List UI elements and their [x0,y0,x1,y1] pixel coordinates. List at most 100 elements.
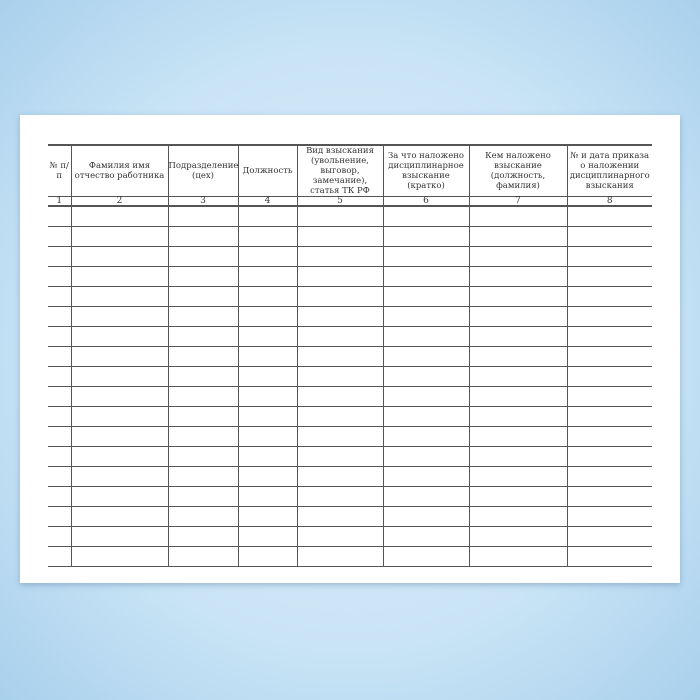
table-cell[interactable] [167,546,239,567]
table-cell[interactable] [237,426,298,447]
table-cell[interactable] [468,546,568,567]
table-cell[interactable] [468,205,568,227]
table-cell[interactable] [167,366,239,387]
table-cell[interactable] [382,226,470,247]
table-cell[interactable] [566,346,652,367]
table-cell[interactable] [468,326,568,347]
table-cell[interactable] [468,486,568,507]
table-cell[interactable] [48,366,72,387]
table-cell[interactable] [382,426,470,447]
table-cell[interactable] [48,246,72,267]
table-cell[interactable] [382,526,470,547]
table-cell[interactable] [48,226,72,247]
table-cell[interactable] [296,426,384,447]
table-cell[interactable] [566,205,652,227]
table-cell[interactable] [296,506,384,527]
table-cell[interactable] [468,426,568,447]
table-cell[interactable] [167,226,239,247]
table-cell[interactable] [167,246,239,267]
table-cell[interactable] [468,346,568,367]
table-cell[interactable] [566,546,652,567]
table-cell[interactable] [167,486,239,507]
table-cell[interactable] [382,366,470,387]
table-cell[interactable] [237,226,298,247]
table-cell[interactable] [382,386,470,407]
table-cell[interactable] [382,346,470,367]
table-cell[interactable] [48,346,72,367]
table-cell[interactable] [296,526,384,547]
table-cell[interactable] [70,205,169,227]
table-cell[interactable] [70,486,169,507]
table-cell[interactable] [566,406,652,427]
table-cell[interactable] [70,346,169,367]
table-cell[interactable] [296,246,384,267]
table-cell[interactable] [468,266,568,287]
table-cell[interactable] [237,486,298,507]
table-cell[interactable] [167,266,239,287]
table-cell[interactable] [382,506,470,527]
table-cell[interactable] [48,446,72,467]
table-cell[interactable] [566,446,652,467]
table-cell[interactable] [296,266,384,287]
table-cell[interactable] [566,266,652,287]
table-cell[interactable] [167,446,239,467]
table-cell[interactable] [70,386,169,407]
table-cell[interactable] [382,326,470,347]
table-cell[interactable] [237,466,298,487]
table-cell[interactable] [237,546,298,567]
table-cell[interactable] [70,266,169,287]
table-cell[interactable] [48,266,72,287]
table-cell[interactable] [48,386,72,407]
table-cell[interactable] [237,266,298,287]
table-cell[interactable] [70,306,169,327]
table-cell[interactable] [70,446,169,467]
table-cell[interactable] [237,246,298,267]
table-cell[interactable] [468,286,568,307]
table-cell[interactable] [70,506,169,527]
table-cell[interactable] [296,326,384,347]
table-cell[interactable] [70,246,169,267]
table-cell[interactable] [382,466,470,487]
table-cell[interactable] [566,306,652,327]
table-cell[interactable] [48,205,72,227]
table-cell[interactable] [48,326,72,347]
table-cell[interactable] [566,506,652,527]
table-cell[interactable] [167,406,239,427]
table-cell[interactable] [382,486,470,507]
table-cell[interactable] [48,486,72,507]
table-cell[interactable] [237,346,298,367]
table-cell[interactable] [70,426,169,447]
table-cell[interactable] [167,205,239,227]
table-cell[interactable] [382,205,470,227]
table-cell[interactable] [296,366,384,387]
table-cell[interactable] [566,226,652,247]
table-cell[interactable] [382,246,470,267]
table-cell[interactable] [70,546,169,567]
table-cell[interactable] [468,386,568,407]
table-cell[interactable] [237,326,298,347]
table-cell[interactable] [566,466,652,487]
table-cell[interactable] [566,386,652,407]
table-cell[interactable] [296,546,384,567]
table-cell[interactable] [566,366,652,387]
table-cell[interactable] [237,526,298,547]
table-cell[interactable] [296,386,384,407]
table-cell[interactable] [70,366,169,387]
table-cell[interactable] [296,346,384,367]
table-cell[interactable] [237,366,298,387]
table-cell[interactable] [382,266,470,287]
table-cell[interactable] [566,286,652,307]
table-cell[interactable] [296,205,384,227]
table-cell[interactable] [566,246,652,267]
table-cell[interactable] [237,406,298,427]
table-cell[interactable] [468,226,568,247]
table-cell[interactable] [296,286,384,307]
table-cell[interactable] [468,506,568,527]
table-cell[interactable] [468,306,568,327]
table-cell[interactable] [167,286,239,307]
table-cell[interactable] [237,386,298,407]
table-cell[interactable] [237,286,298,307]
table-cell[interactable] [167,466,239,487]
table-cell[interactable] [70,406,169,427]
table-cell[interactable] [296,446,384,467]
